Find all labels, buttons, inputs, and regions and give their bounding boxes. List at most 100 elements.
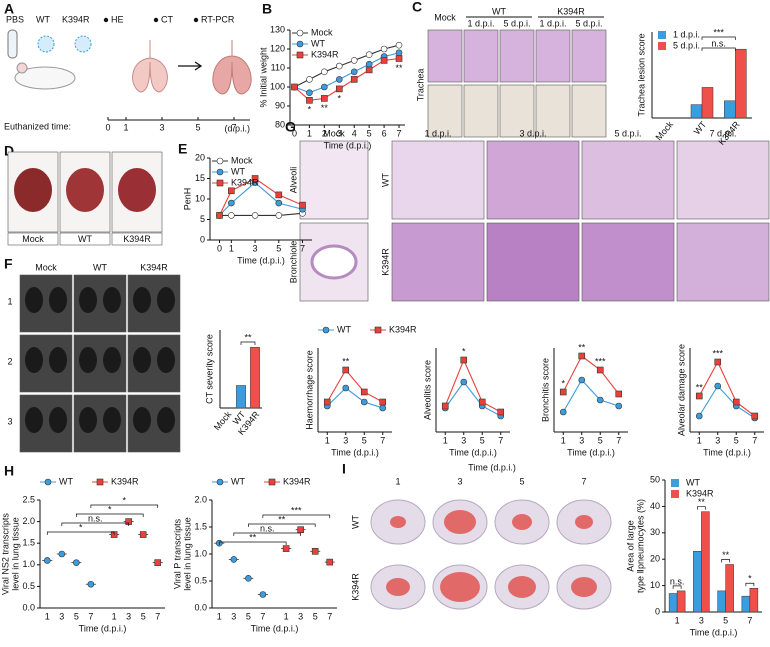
significance-label: ***	[712, 348, 723, 358]
image-tile	[299, 140, 369, 220]
ct-lung	[25, 287, 43, 313]
legend-marker	[216, 157, 224, 165]
x-tick-label: 7	[498, 435, 503, 445]
timeline-tick-label: 1	[123, 122, 128, 132]
marker	[306, 76, 313, 83]
y-tick-label: 20	[650, 554, 660, 564]
x-tick-label: 0	[292, 128, 297, 138]
ct-lung	[133, 347, 151, 373]
y-tick-label: 30	[650, 527, 660, 537]
marker	[350, 68, 358, 76]
marker	[497, 408, 505, 416]
image-tile	[581, 222, 675, 302]
row-label: WT	[380, 173, 390, 187]
marker	[323, 398, 331, 406]
x-tick-label: 1	[112, 611, 117, 621]
y-tick-label: 1.0	[22, 559, 35, 569]
airway-lungs	[132, 40, 168, 93]
significance-label: **	[698, 497, 706, 507]
bar	[701, 87, 714, 119]
legend-label: 5 d.p.i.	[673, 40, 700, 50]
image-label: WT	[78, 234, 92, 244]
lung	[66, 168, 104, 212]
ct-lung	[49, 347, 67, 373]
significance-bracket	[701, 47, 736, 51]
lesion-area	[575, 515, 593, 529]
bar	[725, 564, 734, 613]
y-tick-label: 120	[270, 43, 285, 53]
image-tile	[427, 29, 463, 83]
marker	[251, 175, 259, 182]
panel-label: A	[4, 1, 14, 17]
lung	[118, 168, 156, 212]
marker	[380, 57, 388, 64]
legend-swatch	[671, 490, 679, 498]
group-label: WT	[36, 14, 50, 24]
virus	[37, 35, 55, 53]
significance-bracket	[745, 582, 755, 587]
legend-label: K394R	[231, 177, 259, 187]
y-axis-label: % Initial weight	[258, 47, 268, 108]
legend-label: Mock	[231, 155, 253, 165]
marker	[228, 187, 235, 195]
y-tick-label: 1.0	[194, 548, 207, 558]
y-axis-label: type Ⅱpneumocytes (%)	[635, 499, 645, 593]
marker	[87, 580, 95, 588]
legend-label: WT	[311, 38, 325, 48]
image-tile	[499, 29, 535, 83]
marker	[695, 412, 703, 420]
significance-label: **	[249, 532, 257, 542]
marker	[321, 68, 328, 76]
x-tick-label: 1	[561, 435, 566, 445]
bar	[724, 100, 736, 119]
significance-label: n.s.	[711, 38, 726, 48]
marker	[321, 95, 328, 102]
marker	[321, 83, 328, 91]
x-tick-label: 7	[752, 435, 757, 445]
x-tick-label: WT	[692, 119, 709, 137]
x-axis-label: Time (d.p.i.)	[324, 140, 372, 150]
column-label: WT	[492, 6, 506, 16]
column-label: K394R	[557, 6, 585, 16]
image-tile	[535, 84, 571, 138]
significance-label: ***	[595, 356, 606, 366]
x-tick-label: 5	[723, 615, 728, 625]
y-tick-label: 10	[650, 580, 660, 590]
significance-bracket	[46, 531, 115, 535]
y-tick-label: 2.0	[194, 494, 207, 504]
marker	[282, 545, 290, 552]
bar	[250, 347, 260, 409]
image-tile	[676, 222, 770, 302]
marker	[380, 45, 388, 53]
marker	[228, 199, 235, 207]
significance-label: *	[108, 504, 112, 514]
ct-lung	[103, 287, 121, 313]
marker	[441, 402, 449, 410]
y-tick-label: 0	[655, 606, 660, 616]
bar	[717, 590, 726, 613]
marker	[360, 388, 368, 396]
column-label: 7 d.p.i.	[709, 128, 736, 138]
mouse-ear	[16, 62, 28, 74]
image-tile	[486, 140, 580, 220]
marker	[578, 376, 586, 384]
legend-label: K394R	[686, 488, 714, 498]
marker	[460, 378, 468, 386]
lesion-area	[390, 516, 406, 528]
x-tick-label: Mock	[654, 119, 676, 142]
lesion-area	[571, 577, 597, 597]
timeline-label: Euthanized time:	[4, 121, 71, 131]
marker	[335, 85, 343, 93]
image-label: Mock	[22, 234, 44, 244]
x-tick-label: 5	[246, 611, 251, 621]
bullet	[153, 17, 159, 23]
marker	[259, 591, 267, 598]
ct-lung	[133, 407, 151, 433]
label-box	[59, 232, 111, 246]
assay-label: HE	[111, 14, 124, 24]
x-tick-label: 7	[397, 128, 402, 138]
significance-label: *	[79, 522, 83, 532]
marker	[365, 66, 373, 74]
lesion-area	[386, 578, 410, 596]
row-label: 2	[7, 356, 12, 366]
